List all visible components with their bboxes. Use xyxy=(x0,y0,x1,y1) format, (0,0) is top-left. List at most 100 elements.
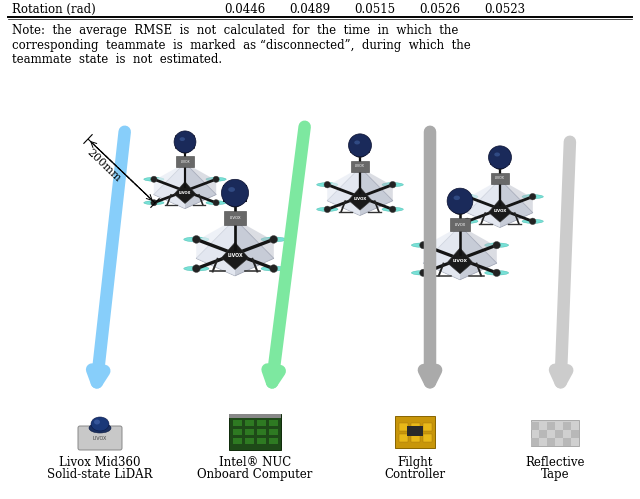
Bar xyxy=(571,430,579,438)
Ellipse shape xyxy=(454,196,460,200)
Polygon shape xyxy=(447,248,473,274)
Text: LIVOX: LIVOX xyxy=(452,259,467,263)
Text: Note:  the  average  RMSE  is  not  calculated  for  the  time  in  which  the: Note: the average RMSE is not calculated… xyxy=(12,24,458,37)
Polygon shape xyxy=(467,180,500,228)
Polygon shape xyxy=(423,226,497,280)
Bar xyxy=(245,420,254,426)
Text: Tape: Tape xyxy=(541,468,570,481)
Text: 0.0515: 0.0515 xyxy=(355,3,396,16)
Bar xyxy=(233,429,242,435)
Text: Filght: Filght xyxy=(397,456,433,469)
Bar xyxy=(563,422,571,430)
Polygon shape xyxy=(327,168,360,216)
Bar xyxy=(245,438,254,444)
Bar xyxy=(257,429,266,435)
Bar xyxy=(555,430,563,438)
Ellipse shape xyxy=(355,140,360,145)
Text: Livox Mid360: Livox Mid360 xyxy=(60,456,141,469)
Polygon shape xyxy=(327,168,393,216)
Bar xyxy=(245,429,254,435)
Text: 200mm: 200mm xyxy=(84,148,122,184)
Ellipse shape xyxy=(412,243,435,248)
Ellipse shape xyxy=(484,243,509,248)
Ellipse shape xyxy=(180,137,185,141)
Ellipse shape xyxy=(382,183,403,187)
Polygon shape xyxy=(196,219,274,276)
Ellipse shape xyxy=(522,195,543,199)
Ellipse shape xyxy=(382,207,403,212)
Ellipse shape xyxy=(91,417,109,431)
Ellipse shape xyxy=(261,266,286,271)
Circle shape xyxy=(174,131,196,153)
Circle shape xyxy=(464,218,470,225)
Bar xyxy=(225,211,246,225)
Ellipse shape xyxy=(94,420,100,425)
Ellipse shape xyxy=(491,158,509,164)
Polygon shape xyxy=(423,226,460,280)
Text: LIVOX: LIVOX xyxy=(495,177,505,181)
Bar xyxy=(229,414,281,418)
Circle shape xyxy=(269,264,278,272)
Bar xyxy=(407,426,423,436)
Text: corresponding  teammate  is  marked  as “disconnected”,  during  which  the: corresponding teammate is marked as “dis… xyxy=(12,38,471,51)
Text: LIVOX: LIVOX xyxy=(353,197,367,201)
Circle shape xyxy=(529,218,536,225)
Ellipse shape xyxy=(144,201,164,205)
Text: 0.0489: 0.0489 xyxy=(289,3,331,16)
Circle shape xyxy=(193,264,200,272)
Bar xyxy=(395,416,435,448)
Ellipse shape xyxy=(351,146,369,152)
Text: Rotation (rad): Rotation (rad) xyxy=(12,3,96,16)
Polygon shape xyxy=(467,180,532,228)
Ellipse shape xyxy=(224,194,246,201)
Bar xyxy=(563,438,571,446)
Ellipse shape xyxy=(522,219,543,224)
Ellipse shape xyxy=(484,270,509,275)
Bar xyxy=(411,423,420,431)
Polygon shape xyxy=(185,163,216,209)
Circle shape xyxy=(529,194,536,200)
Circle shape xyxy=(447,188,473,214)
Ellipse shape xyxy=(176,142,194,148)
Text: Controller: Controller xyxy=(385,468,445,481)
Circle shape xyxy=(269,236,278,244)
Ellipse shape xyxy=(261,237,286,242)
Polygon shape xyxy=(221,243,248,269)
Circle shape xyxy=(324,181,331,188)
Bar xyxy=(8,94,632,404)
FancyBboxPatch shape xyxy=(78,426,122,450)
Circle shape xyxy=(420,269,427,276)
Ellipse shape xyxy=(184,266,209,271)
Polygon shape xyxy=(360,168,393,216)
Ellipse shape xyxy=(89,423,111,433)
Ellipse shape xyxy=(412,270,435,275)
Circle shape xyxy=(324,206,331,213)
Bar xyxy=(351,161,369,172)
Bar xyxy=(269,429,278,435)
Polygon shape xyxy=(460,226,497,280)
Circle shape xyxy=(221,179,248,207)
Circle shape xyxy=(151,176,157,183)
Circle shape xyxy=(349,134,371,157)
Bar xyxy=(450,218,470,231)
Polygon shape xyxy=(174,182,196,204)
Polygon shape xyxy=(488,199,511,222)
Ellipse shape xyxy=(494,153,500,157)
Circle shape xyxy=(151,200,157,206)
Bar xyxy=(547,422,555,430)
Ellipse shape xyxy=(457,219,478,224)
Ellipse shape xyxy=(184,237,209,242)
Bar xyxy=(233,420,242,426)
Bar xyxy=(531,420,579,446)
Text: Solid-state LiDAR: Solid-state LiDAR xyxy=(47,468,153,481)
Text: LIVOX: LIVOX xyxy=(180,160,190,164)
Bar xyxy=(531,422,539,430)
Text: teammate  state  is  not  estimated.: teammate state is not estimated. xyxy=(12,53,222,66)
Circle shape xyxy=(389,181,396,188)
Text: LIVOX: LIVOX xyxy=(493,209,507,213)
Text: Intel® NUC: Intel® NUC xyxy=(219,456,291,469)
Bar xyxy=(399,434,408,442)
Text: LIVOX: LIVOX xyxy=(93,436,107,441)
Text: LIVOX: LIVOX xyxy=(454,223,466,227)
Text: LIVOX: LIVOX xyxy=(179,191,191,195)
